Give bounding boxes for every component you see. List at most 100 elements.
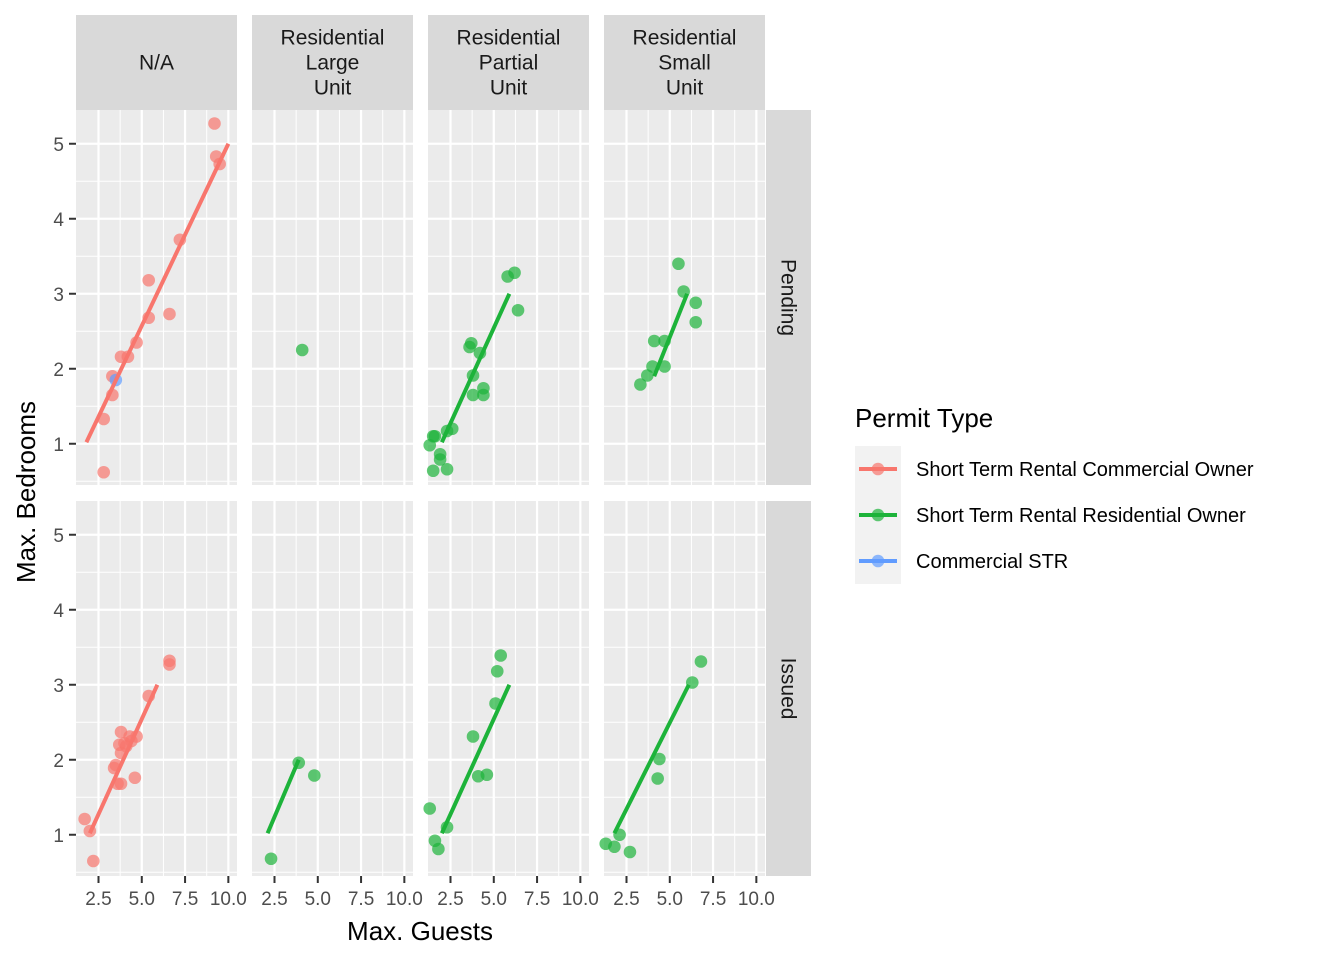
data-point (471, 769, 485, 783)
data-point (672, 257, 685, 271)
x-tick-label: 7.5 (172, 889, 198, 910)
legend-keys: Short Term Rental Commercial Owner Short … (855, 446, 1254, 584)
panel-data-0-2 (423, 266, 525, 478)
legend-title: Permit Type (855, 403, 993, 433)
data-point (464, 336, 478, 350)
data-point (426, 464, 440, 478)
y-tick-label: 1 (53, 435, 64, 456)
trend-line (84, 142, 231, 444)
panels-layer (76, 110, 765, 876)
data-point (208, 117, 221, 130)
row-strip-0: Pending (766, 110, 811, 485)
data-point (494, 649, 508, 662)
panel-data-1-1 (264, 756, 321, 866)
x-tick-label: 2.5 (85, 889, 111, 910)
data-point (264, 852, 278, 866)
legend-key-point (871, 508, 885, 522)
column-strip-label: Residential Small Unit (633, 27, 737, 100)
x-tick-label: 2.5 (437, 889, 463, 910)
panel-1-2 (428, 501, 589, 876)
data-point (423, 438, 437, 452)
strips-layer: N/A Residential Large Unit Residential Partia… (76, 15, 811, 876)
x-tick-label: 2.5 (261, 889, 287, 910)
data-point (295, 343, 309, 357)
y-tick-label: 4 (53, 601, 64, 622)
column-strip-2: Residential Partial Unit (428, 15, 589, 110)
x-axis-title: Max. Guests (347, 916, 493, 946)
x-tick-label: 10.0 (562, 889, 599, 910)
legend-label: Short Term Rental Commercial Owner (916, 459, 1254, 481)
x-tick-label: 10.0 (210, 889, 247, 910)
panel-background (252, 501, 413, 876)
legend-key-point (871, 462, 885, 476)
legend-entry: Short Term Rental Residential Owner (855, 492, 1246, 538)
data-point (433, 453, 447, 466)
panel-0-2 (428, 110, 589, 485)
data-point (163, 307, 176, 321)
panel-data-1-2 (423, 649, 512, 856)
strip-background (766, 501, 811, 876)
data-point (623, 845, 637, 859)
panel-background (604, 501, 765, 876)
x-tick-label: 5.0 (129, 889, 155, 910)
y-tick-label: 1 (53, 826, 64, 847)
data-point (653, 752, 666, 766)
data-point (647, 334, 661, 348)
y-tick-label: 3 (53, 676, 64, 697)
legend-entry: Short Term Rental Commercial Owner (855, 446, 1254, 492)
data-point (689, 315, 703, 329)
panel-data-1-3 (599, 655, 708, 859)
data-point (466, 388, 480, 402)
y-tick-label: 5 (53, 135, 64, 156)
data-point (142, 273, 156, 287)
panel-0-1 (252, 110, 413, 485)
trend-line (265, 758, 301, 835)
y-axis-title: Max. Bedrooms (11, 401, 41, 583)
row-strip-label: Pending (777, 259, 800, 336)
panel-background (252, 110, 413, 485)
y-tick-label: 4 (53, 210, 64, 231)
data-point (78, 812, 91, 826)
axes-layer: 1 2 3 4 5 1 2 3 4 5 2.5 5.0 7.5 10.0 2.5 5.0 7.5 10.0 2.5 5… (53, 135, 774, 910)
x-tick-label: 7.5 (348, 889, 374, 910)
strip-background (428, 15, 589, 110)
data-point (490, 664, 504, 678)
panel-1-1 (252, 501, 413, 876)
panel-data-0-1 (295, 343, 309, 357)
column-strip-label: Residential Partial Unit (457, 27, 561, 100)
legend-entry: Commercial STR (855, 538, 1068, 584)
x-tick-label: 10.0 (386, 889, 423, 910)
column-strip-0: N/A (76, 15, 237, 110)
y-tick-label: 2 (53, 360, 64, 381)
trend-line (88, 683, 160, 835)
data-point (501, 270, 514, 283)
panel-data-0-0 (84, 117, 231, 479)
legend-key-point (871, 554, 885, 568)
y-tick-label: 3 (53, 285, 64, 306)
strip-background (766, 110, 811, 485)
data-point (694, 655, 708, 668)
x-tick-label: 7.5 (700, 889, 726, 910)
column-strip-3: Residential Small Unit (604, 15, 765, 110)
data-point (634, 378, 647, 391)
data-point (163, 658, 176, 671)
strip-background (76, 15, 237, 110)
x-tick-label: 10.0 (738, 889, 775, 910)
x-tick-label: 7.5 (524, 889, 550, 910)
y-tick-label: 5 (53, 526, 64, 547)
data-point (423, 802, 437, 815)
legend-label: Short Term Rental Residential Owner (916, 505, 1246, 527)
x-tick-label: 5.0 (481, 889, 507, 910)
data-point (97, 465, 110, 479)
row-strip-label: Issued (777, 658, 800, 720)
data-point (511, 303, 525, 317)
column-strip-label: Residential Large Unit (281, 27, 385, 100)
trend-line (612, 683, 691, 835)
legend-label: Commercial STR (916, 551, 1068, 573)
data-point (689, 296, 703, 310)
data-point (87, 854, 100, 868)
data-point (440, 462, 454, 476)
trend-line (440, 292, 512, 444)
column-strip-label: N/A (139, 52, 174, 75)
